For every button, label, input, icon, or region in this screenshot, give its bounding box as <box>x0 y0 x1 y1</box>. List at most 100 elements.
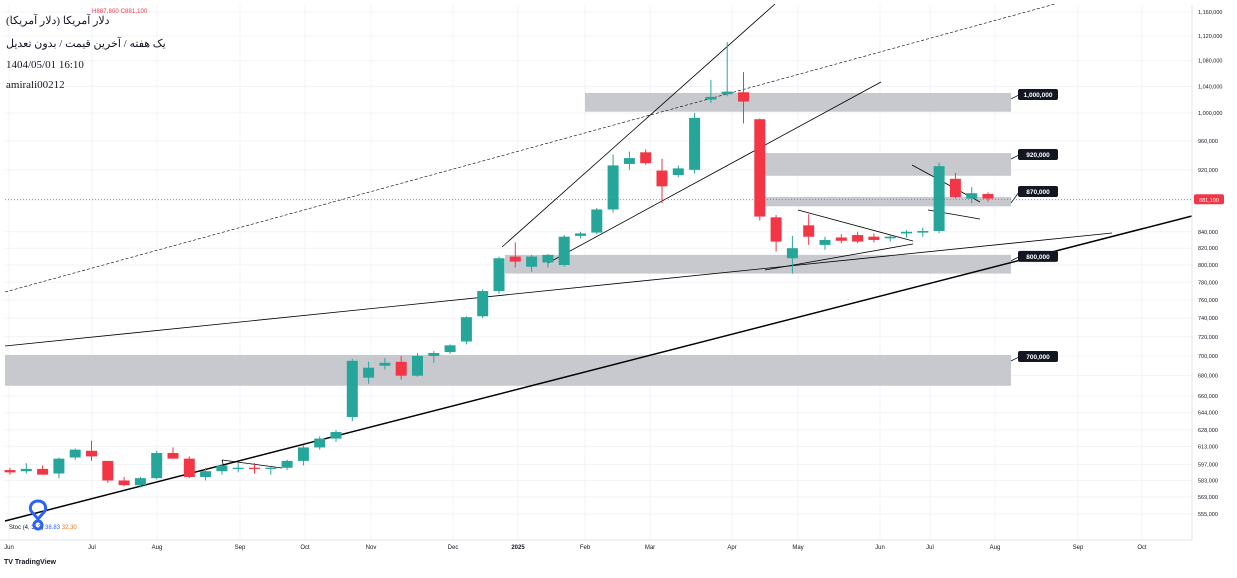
time-axis: Jun Jul Aug Sep Oct Nov Dec 2025 Feb Mar Apr May Jun… <box>0 539 1192 551</box>
candle-up[interactable] <box>786 248 798 259</box>
support-resistance-zones <box>5 92 1011 386</box>
candle-up[interactable] <box>379 362 391 366</box>
candle-down[interactable] <box>395 361 407 376</box>
candle-up[interactable] <box>330 432 342 439</box>
x-tick-label: May <box>792 545 803 551</box>
candle-up[interactable] <box>672 168 684 176</box>
candle-down[interactable] <box>803 225 815 237</box>
candle-up[interactable] <box>151 453 163 479</box>
candle-down[interactable] <box>754 119 766 217</box>
candle-up[interactable] <box>460 317 472 342</box>
candle-up[interactable] <box>933 166 945 231</box>
candle-up[interactable] <box>477 291 489 317</box>
dashed-resistance-line[interactable] <box>4 3 1056 293</box>
x-tick-label: Jul <box>88 545 96 551</box>
price-zone[interactable] <box>755 197 1011 207</box>
y-tick-label: 555,000 <box>1198 512 1218 518</box>
zone-label-box <box>1018 350 1058 362</box>
candle-up[interactable] <box>20 468 32 472</box>
candle-up[interactable] <box>884 236 896 239</box>
x-tick-label: Jun <box>4 545 14 551</box>
candle-up[interactable] <box>575 233 586 236</box>
candle-down[interactable] <box>509 256 521 262</box>
candle-up[interactable] <box>542 254 554 263</box>
triangle-upper-line[interactable] <box>797 209 914 242</box>
candle-up[interactable] <box>689 117 701 170</box>
candle-down[interactable] <box>852 235 864 242</box>
candle-up[interactable] <box>346 360 358 417</box>
candle-down[interactable] <box>738 92 749 102</box>
candle-down[interactable] <box>183 458 195 477</box>
price-zone[interactable] <box>755 153 1011 176</box>
candle-up[interactable] <box>69 449 81 458</box>
price-zone[interactable] <box>505 254 1011 274</box>
candle-down[interactable] <box>868 236 880 240</box>
candle-up[interactable] <box>216 465 228 472</box>
stoch-d-value: 32.30 <box>61 525 77 531</box>
zone-label-connector <box>1010 356 1020 362</box>
small-flag-line[interactable] <box>221 459 283 469</box>
x-tick-label: Jun <box>875 545 885 551</box>
candle-up[interactable] <box>558 236 570 266</box>
triangle-lower-line[interactable] <box>764 243 914 271</box>
candle-up[interactable] <box>721 91 733 95</box>
candle-up[interactable] <box>281 460 293 468</box>
brand-logo-icon[interactable] <box>24 497 52 533</box>
candle-up[interactable] <box>200 471 212 477</box>
channel-lower-line[interactable] <box>547 81 882 264</box>
candle-up[interactable] <box>705 96 717 100</box>
candle-up[interactable] <box>607 165 619 210</box>
candle-up[interactable] <box>297 447 309 461</box>
candle-up[interactable] <box>623 158 635 164</box>
candle-up[interactable] <box>526 256 538 267</box>
candle-down[interactable] <box>118 480 130 486</box>
candle-up[interactable] <box>232 467 244 469</box>
candle-down[interactable] <box>949 178 961 198</box>
candle-up[interactable] <box>444 345 456 353</box>
candle-up[interactable] <box>493 258 505 292</box>
candle-down[interactable] <box>249 467 260 469</box>
price-zone[interactable] <box>585 92 1011 112</box>
author-name: amirali00212 <box>6 79 65 91</box>
candle-down[interactable] <box>102 460 114 481</box>
zone-label-text: 870,000 <box>1026 189 1050 196</box>
candle-down[interactable] <box>167 453 179 459</box>
candle-up[interactable] <box>901 231 912 234</box>
candle-down[interactable] <box>4 470 16 473</box>
candle-up[interactable] <box>966 193 978 199</box>
candle-up[interactable] <box>428 353 440 356</box>
candle-up[interactable] <box>819 239 831 245</box>
candle-down[interactable] <box>86 450 97 457</box>
candle-down[interactable] <box>835 237 847 241</box>
candle-down[interactable] <box>982 193 994 199</box>
trend-lines <box>4 3 1193 522</box>
x-tick-label: Aug <box>990 545 1001 551</box>
candle-down[interactable] <box>37 468 49 475</box>
y-tick-label: 760,000 <box>1198 298 1218 304</box>
zone-label-connector <box>1010 191 1020 204</box>
candle-up[interactable] <box>363 367 375 378</box>
channel-upper-line[interactable] <box>501 3 776 248</box>
candle-down[interactable] <box>770 217 782 242</box>
candle-up[interactable] <box>314 438 326 448</box>
price-zone[interactable] <box>5 354 1011 386</box>
candle-up[interactable] <box>591 209 603 233</box>
zone-label-text: 1,000,000 <box>1024 92 1053 99</box>
main-support-trendline[interactable] <box>4 215 1193 522</box>
y-tick-label: 700,000 <box>1198 354 1218 360</box>
candle-up[interactable] <box>134 478 146 486</box>
last-price-tag[interactable] <box>1194 194 1224 205</box>
candle-down[interactable] <box>656 170 668 187</box>
stochastic-legend[interactable]: Stoc (4, 3, 3) 38.83 32.30 <box>9 525 77 531</box>
candle-up[interactable] <box>53 458 65 474</box>
x-tick-label: 2025 <box>511 545 525 551</box>
x-tick-label: Mar <box>645 545 655 551</box>
candle-down[interactable] <box>640 152 652 164</box>
long-trendline[interactable] <box>4 232 1113 347</box>
candle-up[interactable] <box>917 230 929 233</box>
candle-up[interactable] <box>265 467 277 469</box>
tradingview-logo-icon: TV <box>4 559 15 566</box>
candle-up[interactable] <box>412 355 423 376</box>
